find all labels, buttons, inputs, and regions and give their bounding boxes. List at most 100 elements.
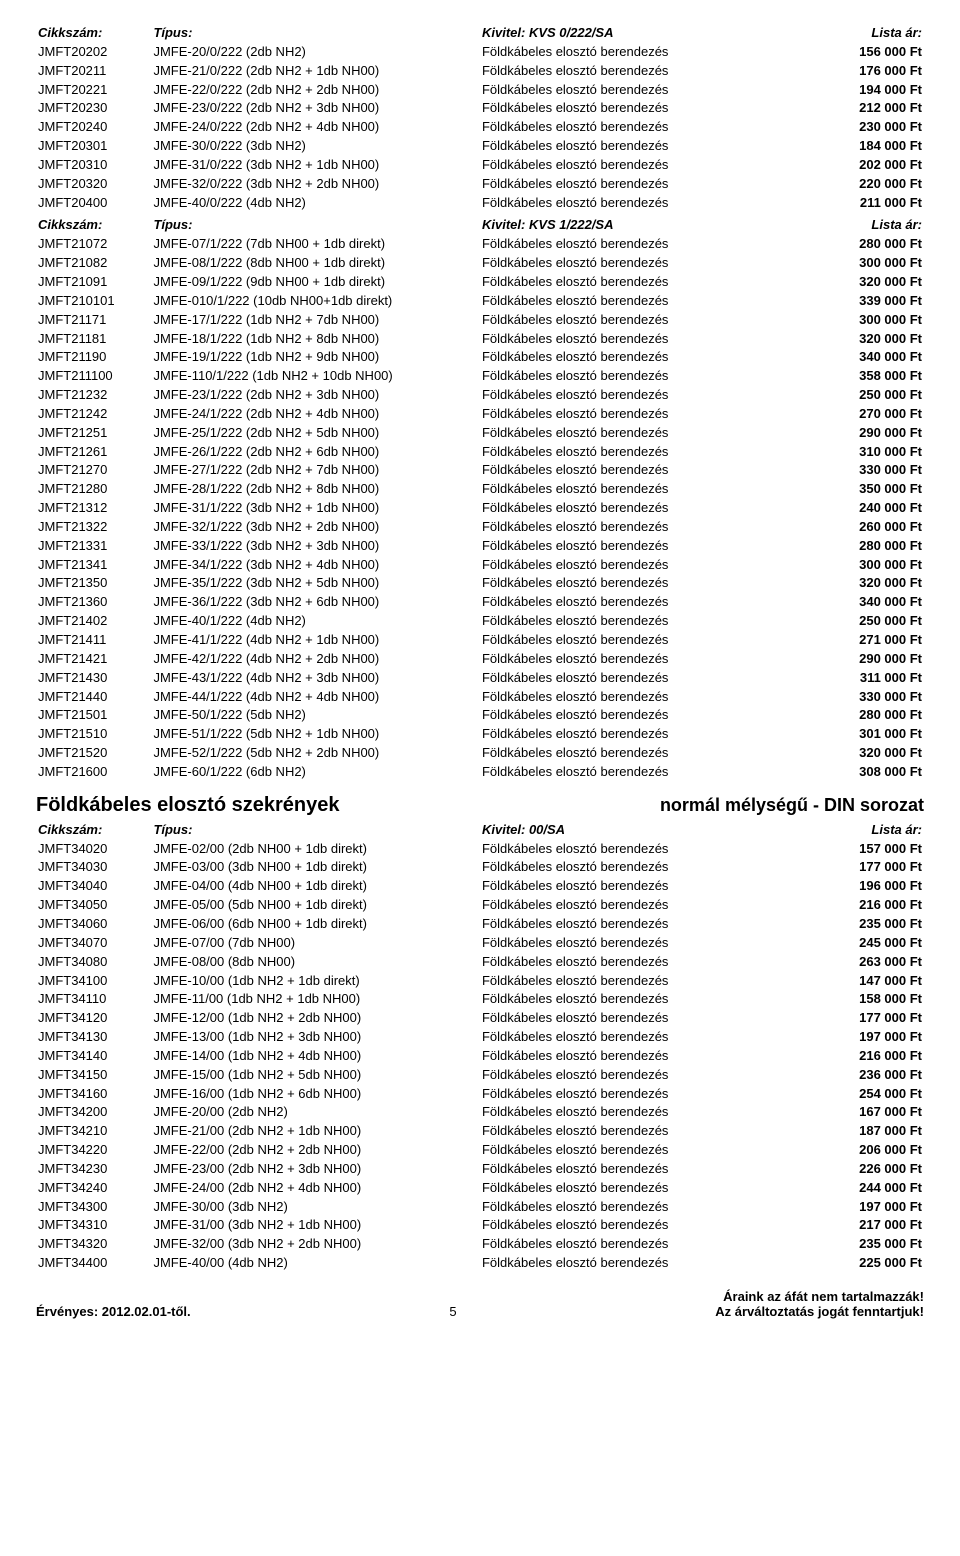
cell-sku: JMFT21091 xyxy=(36,273,151,292)
cell-desc: Földkábeles elosztó berendezés xyxy=(480,725,791,744)
cell-sku: JMFT21341 xyxy=(36,556,151,575)
cell-type: JMFE-16/00 (1db NH2 + 6db NH00) xyxy=(151,1085,480,1104)
cell-desc: Földkábeles elosztó berendezés xyxy=(480,367,791,386)
cell-sku: JMFT20202 xyxy=(36,43,151,62)
cell-type: JMFE-50/1/222 (5db NH2) xyxy=(151,706,480,725)
cell-price: 300 000 Ft xyxy=(791,311,924,330)
cell-desc: Földkábeles elosztó berendezés xyxy=(480,81,791,100)
cell-price: 245 000 Ft xyxy=(791,934,924,953)
cell-type: JMFE-19/1/222 (1db NH2 + 9db NH00) xyxy=(151,348,480,367)
cell-desc: Földkábeles elosztó berendezés xyxy=(480,480,791,499)
cell-desc: Földkábeles elosztó berendezés xyxy=(480,744,791,763)
cell-sku: JMFT21430 xyxy=(36,669,151,688)
table-row: JMFT21232JMFE-23/1/222 (2db NH2 + 3db NH… xyxy=(36,386,924,405)
table-row: JMFT21600JMFE-60/1/222 (6db NH2)Földkábe… xyxy=(36,763,924,782)
cell-sku: JMFT34020 xyxy=(36,840,151,859)
table-row: JMFT21350JMFE-35/1/222 (3db NH2 + 5db NH… xyxy=(36,574,924,593)
cell-type: JMFE-60/1/222 (6db NH2) xyxy=(151,763,480,782)
cell-price: 225 000 Ft xyxy=(791,1254,924,1273)
cell-type: JMFE-28/1/222 (2db NH2 + 8db NH00) xyxy=(151,480,480,499)
cell-price: 260 000 Ft xyxy=(791,518,924,537)
cell-desc: Földkábeles elosztó berendezés xyxy=(480,386,791,405)
footer-note-price-change: Az árváltoztatás jogát fenntartjuk! xyxy=(715,1304,924,1319)
page-footer: Érvényes: 2012.02.01-től. 5 Áraink az áf… xyxy=(36,1289,924,1319)
cell-price: 320 000 Ft xyxy=(791,273,924,292)
cell-type: JMFE-12/00 (1db NH2 + 2db NH00) xyxy=(151,1009,480,1028)
cell-type: JMFE-07/00 (7db NH00) xyxy=(151,934,480,953)
cell-sku: JMFT34060 xyxy=(36,915,151,934)
cell-desc: Földkábeles elosztó berendezés xyxy=(480,1009,791,1028)
cell-type: JMFE-25/1/222 (2db NH2 + 5db NH00) xyxy=(151,424,480,443)
table-row: JMFT34200JMFE-20/00 (2db NH2)Földkábeles… xyxy=(36,1103,924,1122)
cell-sku: JMFT34220 xyxy=(36,1141,151,1160)
cell-desc: Földkábeles elosztó berendezés xyxy=(480,1103,791,1122)
table-row: JMFT34120JMFE-12/00 (1db NH2 + 2db NH00)… xyxy=(36,1009,924,1028)
cell-price: 235 000 Ft xyxy=(791,1235,924,1254)
table-row: JMFT34320JMFE-32/00 (3db NH2 + 2db NH00)… xyxy=(36,1235,924,1254)
cell-desc: Földkábeles elosztó berendezés xyxy=(480,858,791,877)
table-row: JMFT34220JMFE-22/00 (2db NH2 + 2db NH00)… xyxy=(36,1141,924,1160)
table-row: JMFT34060JMFE-06/00 (6db NH00 + 1db dire… xyxy=(36,915,924,934)
cell-type: JMFE-20/00 (2db NH2) xyxy=(151,1103,480,1122)
cell-sku: JMFT34030 xyxy=(36,858,151,877)
cell-sku: JMFT34310 xyxy=(36,1216,151,1235)
cell-sku: JMFT21082 xyxy=(36,254,151,273)
cell-type: JMFE-40/1/222 (4db NH2) xyxy=(151,612,480,631)
cell-desc: Földkábeles elosztó berendezés xyxy=(480,631,791,650)
table-row: JMFT34230JMFE-23/00 (2db NH2 + 3db NH00)… xyxy=(36,1160,924,1179)
cell-sku: JMFT21360 xyxy=(36,593,151,612)
cell-type: JMFE-02/00 (2db NH00 + 1db direkt) xyxy=(151,840,480,859)
footer-page-number: 5 xyxy=(191,1304,716,1319)
cell-sku: JMFT34400 xyxy=(36,1254,151,1273)
cell-price: 300 000 Ft xyxy=(791,254,924,273)
cell-desc: Földkábeles elosztó berendezés xyxy=(480,990,791,1009)
cell-desc: Földkábeles elosztó berendezés xyxy=(480,137,791,156)
cell-sku: JMFT21600 xyxy=(36,763,151,782)
cell-price: 340 000 Ft xyxy=(791,348,924,367)
cell-price: 235 000 Ft xyxy=(791,915,924,934)
cell-sku: JMFT34100 xyxy=(36,972,151,991)
cell-price: 212 000 Ft xyxy=(791,99,924,118)
cell-price: 320 000 Ft xyxy=(791,330,924,349)
cell-type: JMFE-30/0/222 (3db NH2) xyxy=(151,137,480,156)
table-row: JMFT21520JMFE-52/1/222 (5db NH2 + 2db NH… xyxy=(36,744,924,763)
cell-sku: JMFT21421 xyxy=(36,650,151,669)
table-header-row: Cikkszám: Típus: Kivitel: KVS 0/222/SA L… xyxy=(36,24,924,43)
table-row: JMFT21440JMFE-44/1/222 (4db NH2 + 4db NH… xyxy=(36,688,924,707)
cell-type: JMFE-22/00 (2db NH2 + 2db NH00) xyxy=(151,1141,480,1160)
cell-desc: Földkábeles elosztó berendezés xyxy=(480,1028,791,1047)
cell-type: JMFE-42/1/222 (4db NH2 + 2db NH00) xyxy=(151,650,480,669)
cell-desc: Földkábeles elosztó berendezés xyxy=(480,292,791,311)
price-table-1: Cikkszám: Típus: Kivitel: KVS 0/222/SA L… xyxy=(36,24,924,212)
cell-desc: Földkábeles elosztó berendezés xyxy=(480,499,791,518)
cell-sku: JMFT34080 xyxy=(36,953,151,972)
table-header-row: Cikkszám: Típus: Kivitel: 00/SA Lista ár… xyxy=(36,821,924,840)
cell-type: JMFE-08/00 (8db NH00) xyxy=(151,953,480,972)
cell-desc: Földkábeles elosztó berendezés xyxy=(480,1141,791,1160)
cell-type: JMFE-44/1/222 (4db NH2 + 4db NH00) xyxy=(151,688,480,707)
header-price: Lista ár: xyxy=(791,821,924,840)
cell-price: 339 000 Ft xyxy=(791,292,924,311)
cell-desc: Földkábeles elosztó berendezés xyxy=(480,254,791,273)
cell-price: 290 000 Ft xyxy=(791,424,924,443)
cell-sku: JMFT20320 xyxy=(36,175,151,194)
table-row: JMFT34070JMFE-07/00 (7db NH00)Földkábele… xyxy=(36,934,924,953)
cell-desc: Földkábeles elosztó berendezés xyxy=(480,311,791,330)
cell-price: 217 000 Ft xyxy=(791,1216,924,1235)
cell-price: 300 000 Ft xyxy=(791,556,924,575)
table-row: JMFT34050JMFE-05/00 (5db NH00 + 1db dire… xyxy=(36,896,924,915)
cell-sku: JMFT21402 xyxy=(36,612,151,631)
cell-price: 280 000 Ft xyxy=(791,706,924,725)
cell-price: 216 000 Ft xyxy=(791,1047,924,1066)
cell-desc: Földkábeles elosztó berendezés xyxy=(480,443,791,462)
header-kivitel: Kivitel: KVS 0/222/SA xyxy=(480,24,791,43)
cell-sku: JMFT21232 xyxy=(36,386,151,405)
table-row: JMFT21280JMFE-28/1/222 (2db NH2 + 8db NH… xyxy=(36,480,924,499)
cell-price: 194 000 Ft xyxy=(791,81,924,100)
cell-price: 211 000 Ft xyxy=(791,194,924,213)
cell-price: 330 000 Ft xyxy=(791,461,924,480)
table-row: JMFT21270JMFE-27/1/222 (2db NH2 + 7db NH… xyxy=(36,461,924,480)
table-row: JMFT21091JMFE-09/1/222 (9db NH00 + 1db d… xyxy=(36,273,924,292)
cell-price: 271 000 Ft xyxy=(791,631,924,650)
table-row: JMFT21421JMFE-42/1/222 (4db NH2 + 2db NH… xyxy=(36,650,924,669)
